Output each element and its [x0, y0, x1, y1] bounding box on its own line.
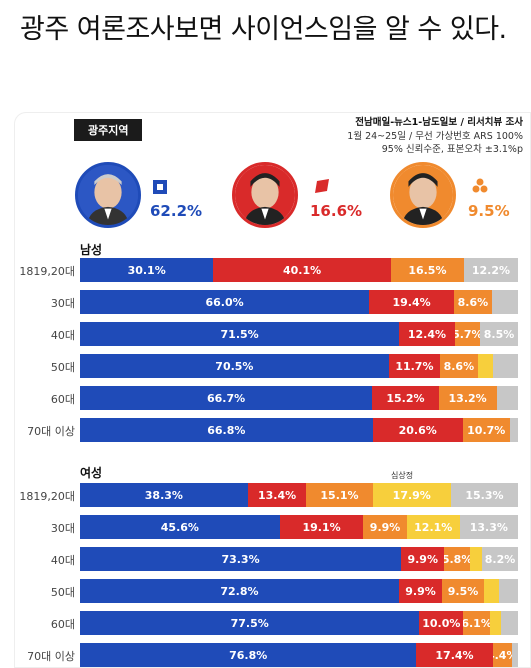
bar-segment [498, 579, 518, 603]
bar-segment: 5.7% [454, 322, 481, 346]
bar-segment: 16.5% [390, 258, 464, 282]
age-group-label: 40대 [50, 329, 75, 342]
source-line: 1월 24~25일 / 무선 가상번호 ARS 100% [347, 130, 523, 142]
bar-segment [489, 611, 502, 635]
bar-segment: 12.1% [406, 515, 460, 539]
bar-segment: 40.1% [213, 258, 391, 282]
bar-segment: 17.9% [372, 483, 451, 507]
bar-segment: 15.1% [306, 483, 373, 507]
bar-segment: 38.3% [80, 483, 248, 507]
stacked-bar: 66.8% 20.6% 10.7% [80, 418, 518, 442]
bar-segment: 11.7% [388, 354, 441, 378]
bar-segment: 5.8% [444, 547, 470, 571]
age-group-label: 50대 [50, 586, 75, 599]
bar-segment: 71.5% [80, 322, 400, 346]
stacked-bar: 66.0% 19.4% 8.6% [80, 290, 518, 314]
bar-segment: 20.6% [372, 418, 463, 442]
people-party-icon [472, 178, 488, 194]
bar-segment [496, 386, 518, 410]
bar-segment [501, 611, 518, 635]
bar-segment: 9.9% [401, 547, 445, 571]
age-group-label: 60대 [50, 618, 75, 631]
age-group-label: 30대 [50, 522, 75, 535]
bar-segment: 8.6% [454, 290, 492, 314]
candidate-photo [390, 162, 456, 228]
age-group-label: 30대 [50, 297, 75, 310]
bar-segment: 30.1% [80, 258, 214, 282]
candidate-photo [75, 162, 141, 228]
bar-segment: 4.4% [492, 643, 512, 667]
stacked-bar: 73.3%9.9%5.8% 8.2% [80, 547, 518, 571]
bar-segment [509, 418, 518, 442]
bar-segment: 9.9% [363, 515, 407, 539]
bar-segment: 10.7% [462, 418, 510, 442]
stacked-bar: 70.5% 11.7% 8.6% [80, 354, 518, 378]
age-group-label: 50대 [50, 361, 75, 374]
candidate-percentage: 9.5% [468, 202, 510, 220]
stacked-bar: 66.7% 15.2% 13.2% [80, 386, 518, 410]
bar-segment: 15.3% [450, 483, 518, 507]
bar-segment: 70.5% [80, 354, 389, 378]
bar-segment: 10.0% [419, 611, 464, 635]
bar-segment: 8.6% [440, 354, 478, 378]
bar-segment: 13.4% [247, 483, 307, 507]
bar-segment: 72.8% [80, 579, 399, 603]
candidate-percentage: 62.2% [150, 202, 203, 220]
region-badge: 광주지역 [74, 119, 143, 141]
bar-segment: 9.9% [398, 579, 443, 603]
bar-segment: 15.2% [372, 386, 439, 410]
bar-segment: 6.1% [463, 611, 490, 635]
candidate-photo [232, 162, 298, 228]
bar-segment: 12.2% [463, 258, 518, 282]
stacked-bar: 77.5%10.0%6.1% [80, 611, 518, 635]
ppp-party-icon [314, 178, 330, 194]
bar-segment: 73.3% [80, 547, 402, 571]
age-group-label: 70대 이상 [27, 425, 75, 438]
stacked-bar: 30.1% 40.1% 16.5% 12.2% [80, 258, 518, 282]
age-group-label: 70대 이상 [27, 650, 75, 663]
stacked-bar: 45.6% 19.1% 9.9% 12.1% 13.3% [80, 515, 518, 539]
sim-sangjung-label: 심상정 [391, 471, 414, 480]
stacked-bar: 71.5%12.4%5.7%8.5% [80, 322, 518, 346]
bar-segment: 66.7% [80, 386, 373, 410]
bar-segment: 12.4% [399, 322, 455, 346]
bar-segment [469, 547, 483, 571]
bar-segment: 76.8% [80, 643, 417, 667]
bar-segment: 17.4% [416, 643, 493, 667]
age-group-label: 40대 [50, 554, 75, 567]
female-section-label: 여성 [80, 466, 103, 480]
stacked-bar: 72.8% 9.9% 9.5% [80, 579, 518, 603]
bar-segment: 8.2% [482, 547, 518, 571]
bar-segment [511, 643, 518, 667]
bar-segment [483, 579, 499, 603]
bar-segment: 8.5% [480, 322, 518, 346]
source-line: 전남매일-뉴스1-남도일보 / 리서치뷰 조사 [355, 117, 523, 128]
age-group-label: 1819,20대 [19, 490, 75, 503]
source-info: 전남매일-뉴스1-남도일보 / 리서치뷰 조사 1월 24~25일 / 무선 가… [347, 116, 523, 157]
bar-segment [491, 290, 518, 314]
bar-segment: 19.4% [369, 290, 455, 314]
source-line: 95% 신뢰수준, 표본오차 ±3.1%p [381, 144, 523, 155]
bar-segment: 19.1% [279, 515, 364, 539]
age-group-label: 1819,20대 [19, 265, 75, 278]
age-group-label: 60대 [50, 393, 75, 406]
bar-segment: 77.5% [80, 611, 420, 635]
candidate-percentage: 16.6% [310, 202, 363, 220]
bar-segment: 13.3% [459, 515, 518, 539]
bar-segment: 9.5% [442, 579, 484, 603]
democratic-party-icon [152, 179, 168, 195]
male-section-label: 남성 [80, 243, 103, 257]
bar-segment: 45.6% [80, 515, 280, 539]
bar-segment [492, 354, 518, 378]
post-title: 광주 여론조사보면 사이언스임을 알 수 있다. [20, 14, 507, 45]
stacked-bar: 76.8%17.4%4.4% [80, 643, 518, 667]
bar-segment: 66.8% [80, 418, 373, 442]
bar-segment: 13.2% [438, 386, 497, 410]
bar-segment: 66.0% [80, 290, 370, 314]
bar-segment [477, 354, 493, 378]
stacked-bar: 38.3% 13.4% 15.1% 17.9% 15.3% [80, 483, 518, 507]
